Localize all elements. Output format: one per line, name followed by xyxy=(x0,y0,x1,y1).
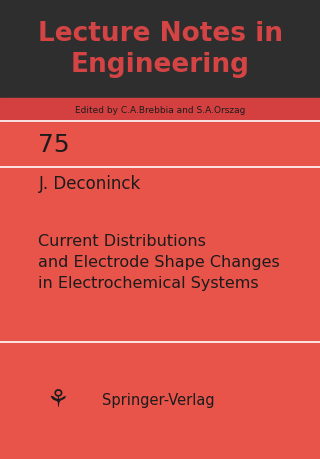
Text: Springer-Verlag: Springer-Verlag xyxy=(102,392,215,407)
Text: J. Deconinck: J. Deconinck xyxy=(38,174,141,193)
Text: ⚘: ⚘ xyxy=(46,387,69,411)
Text: Lecture Notes in
Engineering: Lecture Notes in Engineering xyxy=(37,21,283,78)
Text: Edited by C.A.Brebbia and S.A.Orszag: Edited by C.A.Brebbia and S.A.Orszag xyxy=(75,106,245,115)
Text: 75: 75 xyxy=(38,133,70,157)
Bar xyxy=(0,99,320,122)
Text: Current Distributions
and Electrode Shape Changes
in Electrochemical Systems: Current Distributions and Electrode Shap… xyxy=(38,233,280,290)
Bar xyxy=(0,0,320,99)
